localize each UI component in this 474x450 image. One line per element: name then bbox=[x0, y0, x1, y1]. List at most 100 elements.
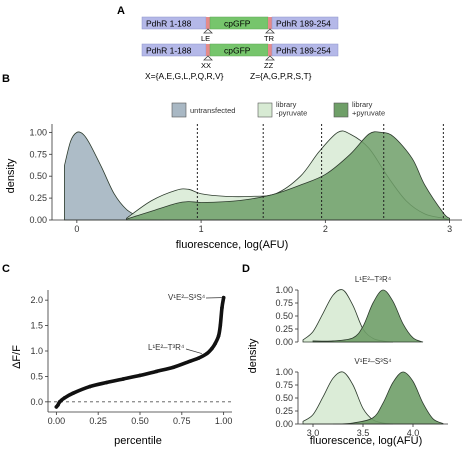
x-axis-title-b: fluorescence, log(AFU) bbox=[176, 239, 289, 251]
marker-right-icon bbox=[265, 55, 275, 61]
x-tick-label: 3.0 bbox=[307, 428, 320, 438]
linker-right bbox=[268, 17, 272, 29]
x-tick-label: 0.50 bbox=[131, 416, 149, 426]
data-point bbox=[216, 333, 221, 338]
data-point bbox=[205, 351, 209, 356]
data-point bbox=[121, 377, 126, 381]
y-tick-label: 0.75 bbox=[275, 380, 293, 390]
y-tick-label: 1.00 bbox=[275, 367, 293, 377]
y-tick-label: 0.5 bbox=[30, 371, 43, 381]
data-point bbox=[220, 305, 224, 310]
y-axis-title-d: density bbox=[247, 338, 259, 373]
panel-label-a: A bbox=[117, 5, 125, 17]
legend-swatch bbox=[257, 102, 273, 118]
y-tick-label: 2.0 bbox=[30, 295, 43, 305]
axes-c: 0.00 0.25 0.50 0.75 1.00 0.0 0.5 1.0 1.5 2.0 bbox=[30, 290, 232, 426]
y-tick-label: 0.25 bbox=[29, 193, 47, 203]
y-axis-title-c: ΔF/F bbox=[11, 345, 23, 369]
y-tick-label: 0.00 bbox=[275, 419, 293, 429]
panel-label-c: C bbox=[2, 263, 10, 275]
y-tick-label: 0.75 bbox=[29, 149, 47, 159]
density-area-library-plus-pyruvate bbox=[332, 371, 444, 425]
marker-left-label: XX bbox=[201, 61, 211, 70]
marker-left-icon bbox=[203, 28, 213, 34]
y-tick-label: 0.75 bbox=[275, 298, 293, 308]
data-point bbox=[56, 403, 60, 407]
marker-left-label: LE bbox=[201, 34, 210, 43]
linker-left bbox=[206, 17, 210, 29]
facets-d: L¹E²–T³R⁴ V¹E²–S³S⁴ bbox=[302, 275, 444, 425]
x-tick-label: 0.00 bbox=[48, 416, 66, 426]
pdhr-n-label: PdhR 1-188 bbox=[146, 46, 192, 56]
construct-diagram: PdhR 1-188 cpGFP PdhR 189-254 LE TR PdhR… bbox=[141, 16, 339, 81]
x-definition: X={A,E,G,L,P,Q,R,V} bbox=[145, 71, 224, 81]
data-point bbox=[188, 359, 192, 363]
y-tick-label: 0.50 bbox=[29, 171, 47, 181]
panel-c-scatter-chart: 0.00 0.25 0.50 0.75 1.00 0.0 0.5 1.0 1.5 2.0 V¹E²… bbox=[11, 290, 232, 447]
linker-left bbox=[206, 44, 210, 56]
x-tick-label: 3.5 bbox=[357, 428, 370, 438]
data-point bbox=[221, 295, 226, 300]
panel-b-density-chart: untransfected library -pyruvate library +pyr… bbox=[5, 100, 462, 251]
facet-title: V¹E²–S³S⁴ bbox=[354, 357, 392, 366]
x-tick-label: 0 bbox=[74, 224, 79, 234]
construct-row-1: PdhR 1-188 cpGFP PdhR 189-254 LE TR bbox=[141, 16, 339, 43]
marker-right-label: ZZ bbox=[264, 61, 274, 70]
data-point bbox=[104, 380, 109, 385]
axes-d: 0.00 0.25 0.50 0.75 1.00 0.00 0.25 0.50 0.75 1.00… bbox=[275, 285, 448, 438]
density-areas-b bbox=[64, 130, 450, 221]
y-tick-label: 1.00 bbox=[29, 127, 47, 137]
legend-label: library +pyruvate bbox=[352, 100, 385, 118]
y-tick-label: 0.0 bbox=[30, 397, 43, 407]
gfp-label: cpGFP bbox=[224, 19, 251, 29]
y-tick-label: 1.5 bbox=[30, 321, 43, 331]
x-axis-title-d: fluorescence, log(AFU) bbox=[310, 435, 423, 447]
construct-row-2: PdhR 1-188 cpGFP PdhR 189-254 XX ZZ bbox=[141, 43, 339, 70]
data-point bbox=[138, 373, 142, 378]
y-tick-label: 0.00 bbox=[275, 337, 293, 347]
x-tick-label: 2 bbox=[323, 224, 328, 234]
legend-swatch bbox=[171, 102, 187, 118]
y-tick-label: 0.50 bbox=[275, 393, 293, 403]
x-tick-label: 1 bbox=[199, 224, 204, 234]
y-tick-label: 0.00 bbox=[29, 215, 47, 225]
pdhr-c-box bbox=[271, 16, 339, 30]
data-point bbox=[154, 369, 159, 374]
density-area-library-plus-pyruvate bbox=[126, 131, 450, 221]
data-point bbox=[213, 341, 218, 346]
panel-label-b: B bbox=[2, 73, 10, 85]
x-tick-label: 0.75 bbox=[173, 416, 191, 426]
data-point bbox=[210, 346, 214, 351]
annotation-label: V¹E²–S³S⁴ bbox=[168, 293, 206, 302]
y-axis-title-b: density bbox=[5, 158, 17, 193]
y-tick-label: 1.00 bbox=[275, 285, 293, 295]
y-tick-label: 0.50 bbox=[275, 311, 293, 321]
legend-label: library -pyruvate bbox=[276, 100, 307, 118]
y-tick-label: 1.0 bbox=[30, 346, 43, 356]
linker-right bbox=[268, 44, 272, 56]
y-tick-label: 0.25 bbox=[275, 324, 293, 334]
x-tick-label: 3 bbox=[447, 224, 452, 234]
threshold-lines-b bbox=[196, 124, 444, 220]
density-area-library-plus-pyruvate bbox=[312, 289, 424, 343]
annotation-pointer bbox=[185, 348, 202, 354]
data-point bbox=[88, 384, 92, 389]
points-c bbox=[54, 295, 226, 409]
legend-b: untransfected library -pyruvate library +pyr… bbox=[171, 100, 385, 118]
marker-right-icon bbox=[265, 28, 275, 34]
data-point bbox=[218, 323, 223, 328]
x-axis-title-c: percentile bbox=[114, 435, 162, 447]
gfp-label: cpGFP bbox=[224, 46, 251, 56]
z-definition: Z={A,G,P,R,S,T} bbox=[250, 71, 312, 81]
x-tick-label: 1.00 bbox=[215, 416, 233, 426]
legend-swatch bbox=[333, 102, 349, 118]
marker-right-label: TR bbox=[264, 34, 275, 43]
y-tick-label: 0.25 bbox=[275, 406, 293, 416]
data-point bbox=[196, 356, 201, 360]
facet-title: L¹E²–T³R⁴ bbox=[355, 275, 392, 284]
pdhr-c-label: PdhR 189-254 bbox=[276, 19, 331, 29]
data-point bbox=[171, 365, 176, 370]
data-point bbox=[57, 400, 62, 404]
